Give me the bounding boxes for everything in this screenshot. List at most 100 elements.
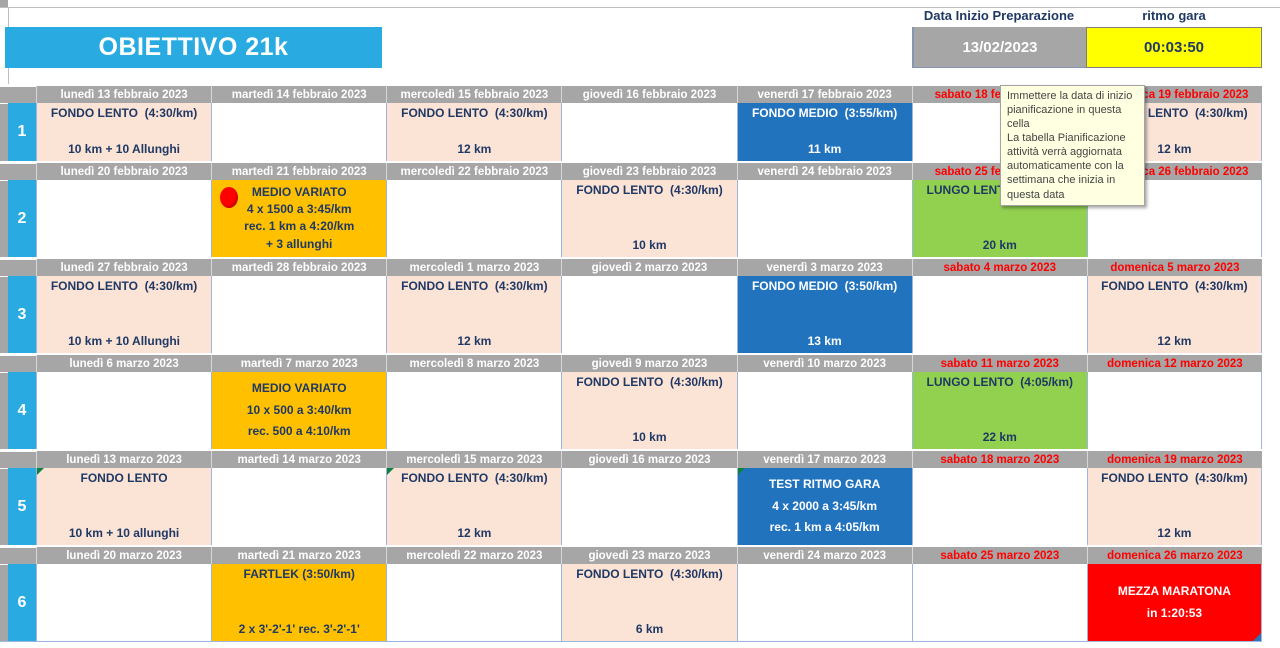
ritmo-gara-cell[interactable]: 00:03:50: [1086, 27, 1262, 68]
date-header-cell[interactable]: venerdì 24 marzo 2023: [736, 547, 912, 564]
day-cell[interactable]: [36, 180, 212, 257]
day-cell[interactable]: FARTLEK (3:50/km) 2 x 3'-2'-1' rec. 3'-2'…: [211, 564, 387, 641]
date-header-cell[interactable]: giovedì 16 febbraio 2023: [561, 86, 737, 103]
date-header-cell[interactable]: lunedì 20 marzo 2023: [36, 547, 212, 564]
date-header-cell[interactable]: sabato 11 marzo 2023: [911, 355, 1087, 372]
row-gutter: [0, 372, 8, 449]
row-gutter: [0, 103, 8, 161]
day-cell[interactable]: [386, 180, 562, 257]
date-header-cell[interactable]: giovedì 2 marzo 2023: [561, 259, 737, 276]
date-header-cell[interactable]: venerdì 17 marzo 2023: [736, 451, 912, 468]
date-header-cell[interactable]: giovedì 23 febbraio 2023: [561, 163, 737, 180]
day-cell[interactable]: MEDIO VARIATO 10 x 500 a 3:40/km rec. 500 …: [211, 372, 387, 449]
activity-text: 12 km: [1157, 142, 1192, 157]
day-cell[interactable]: FONDO LENTO (4:30/km) 12 km: [386, 103, 562, 161]
date-header-cell[interactable]: lunedì 20 febbraio 2023: [36, 163, 212, 180]
activity-text: rec. 1 km a 4:20/km: [244, 219, 355, 234]
date-header-cell[interactable]: sabato 25 marzo 2023: [911, 547, 1087, 564]
activity-text: 10 km: [632, 430, 667, 445]
week-6-activity-row: 6 FARTLEK (3:50/km) 2 x 3'-2'-1' rec. 3'-2…: [0, 564, 1262, 641]
day-cell[interactable]: [386, 564, 562, 641]
day-cell[interactable]: FONDO LENTO (4:30/km) 12 km: [386, 276, 562, 353]
date-header-cell[interactable]: giovedì 9 marzo 2023: [561, 355, 737, 372]
date-header-cell[interactable]: venerdì 10 marzo 2023: [736, 355, 912, 372]
activity-text: 12 km: [457, 334, 492, 349]
activity-text: 12 km: [1157, 526, 1192, 541]
date-header-cell[interactable]: domenica 19 marzo 2023: [1086, 451, 1262, 468]
date-header-cell[interactable]: lunedì 27 febbraio 2023: [36, 259, 212, 276]
day-cell[interactable]: [36, 372, 212, 449]
day-cell[interactable]: FONDO LENTO (4:30/km) 12 km: [386, 468, 562, 545]
day-cell[interactable]: [911, 276, 1087, 353]
date-header-cell[interactable]: lunedì 13 marzo 2023: [36, 451, 212, 468]
date-header-cell[interactable]: martedì 28 febbraio 2023: [211, 259, 387, 276]
date-header-cell[interactable]: mercoledì 22 febbraio 2023: [386, 163, 562, 180]
day-cell[interactable]: [1086, 372, 1262, 449]
activity-text: FARTLEK (3:50/km): [243, 567, 355, 581]
date-header-cell[interactable]: mercoledì 15 marzo 2023: [386, 451, 562, 468]
sheet-corner: [0, 0, 8, 7]
day-cell[interactable]: [211, 276, 387, 353]
week-number-cell[interactable]: 2: [8, 180, 36, 257]
date-header-cell[interactable]: sabato 4 marzo 2023: [911, 259, 1087, 276]
day-cell[interactable]: [561, 276, 737, 353]
date-header-cell[interactable]: domenica 26 marzo 2023: [1086, 547, 1262, 564]
day-cell[interactable]: FONDO LENTO 10 km + 10 allunghi: [36, 468, 212, 545]
date-header-cell[interactable]: martedì 14 febbraio 2023: [211, 86, 387, 103]
day-cell[interactable]: [211, 103, 387, 161]
data-inizio-cell[interactable]: 13/02/2023: [912, 27, 1086, 68]
date-header-cell[interactable]: venerdì 3 marzo 2023: [736, 259, 912, 276]
date-header-cell[interactable]: mercoledì 15 febbraio 2023: [386, 86, 562, 103]
day-cell[interactable]: TEST RITMO GARA 4 x 2000 a 3:45/km rec. 1 …: [736, 468, 912, 545]
date-header-cell[interactable]: martedì 21 febbraio 2023: [211, 163, 387, 180]
day-cell[interactable]: [386, 372, 562, 449]
day-cell[interactable]: FONDO MEDIO (3:55/km) 11 km: [736, 103, 912, 161]
date-header-cell[interactable]: martedì 14 marzo 2023: [211, 451, 387, 468]
date-header-cell[interactable]: martedì 7 marzo 2023: [211, 355, 387, 372]
day-cell[interactable]: FONDO LENTO (4:30/km) 12 km: [1086, 276, 1262, 353]
date-header-cell[interactable]: sabato 18 marzo 2023: [911, 451, 1087, 468]
week-header-spacer: [8, 86, 36, 103]
date-header-cell[interactable]: giovedì 16 marzo 2023: [561, 451, 737, 468]
date-header-cell[interactable]: venerdì 17 febbraio 2023: [736, 86, 912, 103]
activity-text: FONDO LENTO (4:30/km): [50, 279, 198, 293]
day-cell[interactable]: FONDO LENTO (4:30/km) 10 km + 10 Allunghi: [36, 276, 212, 353]
day-cell[interactable]: FONDO LENTO (4:30/km) 10 km + 10 Allunghi: [36, 103, 212, 161]
day-cell[interactable]: MEZZA MARATONA in 1:20:53: [1086, 564, 1262, 641]
week-number-cell[interactable]: 1: [8, 103, 36, 161]
date-header-cell[interactable]: martedì 21 marzo 2023: [211, 547, 387, 564]
day-cell[interactable]: [911, 564, 1087, 641]
day-cell[interactable]: [36, 564, 212, 641]
week-number-cell[interactable]: 3: [8, 276, 36, 353]
week-number-cell[interactable]: 5: [8, 468, 36, 545]
row-gutter: [0, 86, 8, 103]
date-header-cell[interactable]: giovedì 23 marzo 2023: [561, 547, 737, 564]
week-number-cell[interactable]: 6: [8, 564, 36, 641]
activity-text: FONDO LENTO (4:30/km): [576, 183, 723, 197]
date-header-cell[interactable]: domenica 5 marzo 2023: [1086, 259, 1262, 276]
day-cell[interactable]: [736, 180, 912, 257]
day-cell[interactable]: [736, 564, 912, 641]
date-header-cell[interactable]: mercoledì 22 marzo 2023: [386, 547, 562, 564]
day-cell[interactable]: FONDO LENTO (4:30/km) 12 km: [1086, 468, 1262, 545]
week-number-cell[interactable]: 4: [8, 372, 36, 449]
date-header-cell[interactable]: mercoledì 1 marzo 2023: [386, 259, 562, 276]
day-cell[interactable]: FONDO LENTO (4:30/km) 10 km: [561, 180, 737, 257]
activity-text: FONDO LENTO (4:30/km): [1101, 279, 1248, 293]
day-cell[interactable]: FONDO LENTO (4:30/km) 10 km: [561, 372, 737, 449]
date-header-cell[interactable]: mercoledì 8 marzo 2023: [386, 355, 562, 372]
day-cell[interactable]: [736, 372, 912, 449]
day-cell[interactable]: [561, 468, 737, 545]
date-header-cell[interactable]: lunedì 6 marzo 2023: [36, 355, 212, 372]
day-cell[interactable]: [561, 103, 737, 161]
day-cell[interactable]: MEDIO VARIATO 4 x 1500 a 3:45/km rec. 1 km…: [211, 180, 387, 257]
day-cell[interactable]: FONDO LENTO (4:30/km) 6 km: [561, 564, 737, 641]
date-header-cell[interactable]: venerdì 24 febbraio 2023: [736, 163, 912, 180]
day-cell[interactable]: [211, 468, 387, 545]
week-5-date-header-row: lunedì 13 marzo 2023 martedì 14 marzo 202…: [0, 449, 1262, 468]
day-cell[interactable]: FONDO MEDIO (3:50/km) 13 km: [736, 276, 912, 353]
date-header-cell[interactable]: domenica 12 marzo 2023: [1086, 355, 1262, 372]
day-cell[interactable]: [911, 468, 1087, 545]
day-cell[interactable]: LUNGO LENTO (4:05/km) 22 km: [911, 372, 1087, 449]
date-header-cell[interactable]: lunedì 13 febbraio 2023: [36, 86, 212, 103]
